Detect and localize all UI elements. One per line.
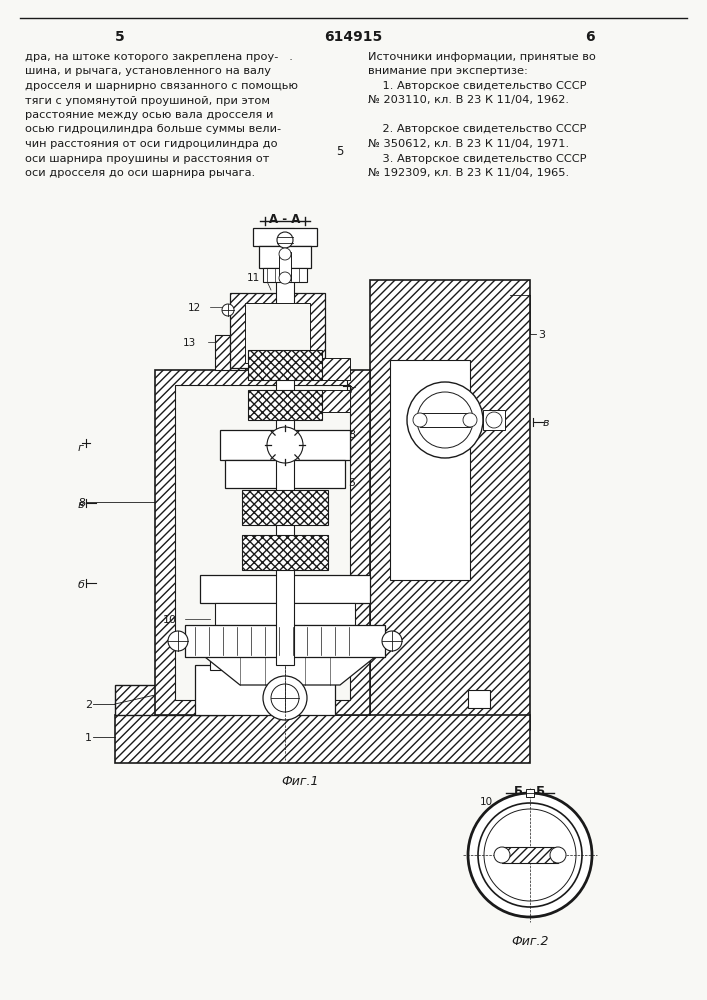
Bar (248, 350, 322, 380)
Text: шина, и рычага, установленного на валу: шина, и рычага, установленного на валу (25, 66, 271, 77)
Bar (195, 665, 335, 715)
Text: 1: 1 (85, 733, 92, 743)
Bar (526, 789, 534, 797)
Bar (175, 385, 350, 700)
Text: 13: 13 (183, 338, 197, 348)
Text: 12: 12 (188, 303, 201, 313)
Bar (279, 252, 291, 280)
Bar (420, 413, 470, 427)
Circle shape (417, 392, 473, 448)
Bar (230, 293, 325, 368)
Text: дросселя и шарнирно связанного с помощью: дросселя и шарнирно связанного с помощью (25, 81, 298, 91)
Polygon shape (205, 657, 375, 685)
Bar (502, 847, 558, 863)
Text: 5: 5 (348, 478, 355, 488)
Text: б: б (78, 580, 85, 590)
Bar (259, 246, 311, 268)
Text: Фиг.1: Фиг.1 (281, 775, 319, 788)
Circle shape (484, 809, 576, 901)
Text: 3. Авторское свидетельство СССР: 3. Авторское свидетельство СССР (368, 153, 587, 163)
Text: № 192309, кл. В 23 К 11/04, 1965.: № 192309, кл. В 23 К 11/04, 1965. (368, 168, 569, 178)
Text: чин расстояния от оси гидроцилиндра до: чин расстояния от оси гидроцилиндра до (25, 139, 278, 149)
Text: б: б (345, 580, 352, 590)
Bar (253, 228, 317, 246)
Text: 2: 2 (85, 700, 92, 710)
Circle shape (468, 793, 592, 917)
Bar (242, 535, 328, 570)
Text: Фиг.2: Фиг.2 (511, 935, 549, 948)
Text: осью гидроцилиндра больше суммы вели-: осью гидроцилиндра больше суммы вели- (25, 124, 281, 134)
Text: А - А: А - А (269, 213, 300, 226)
Text: 8: 8 (348, 430, 355, 440)
Text: 614915: 614915 (324, 30, 382, 44)
Circle shape (279, 248, 291, 260)
Text: 1. Авторское свидетельство СССР: 1. Авторское свидетельство СССР (368, 81, 587, 91)
Text: Б - Б: Б - Б (515, 785, 546, 798)
Bar (390, 360, 470, 580)
Text: оси шарнира проушины и расстояния от: оси шарнира проушины и расстояния от (25, 153, 269, 163)
Text: 6: 6 (585, 30, 595, 44)
Bar (210, 655, 320, 670)
Text: 10: 10 (480, 797, 493, 807)
Text: внимание при экспертизе:: внимание при экспертизе: (368, 66, 528, 77)
Circle shape (222, 304, 234, 316)
Text: 11: 11 (247, 273, 260, 283)
Text: в: в (543, 418, 549, 428)
Bar (115, 715, 530, 763)
Text: г: г (78, 443, 84, 453)
Text: Источники информации, принятые во: Источники информации, принятые во (368, 52, 596, 62)
Bar (115, 685, 225, 715)
Circle shape (478, 803, 582, 907)
Circle shape (407, 382, 483, 458)
Circle shape (263, 676, 307, 720)
Circle shape (277, 232, 293, 248)
Bar (200, 575, 370, 603)
Bar (220, 430, 350, 460)
Bar (320, 390, 350, 412)
Circle shape (494, 847, 510, 863)
Text: № 203110, кл. В 23 К 11/04, 1962.: № 203110, кл. В 23 К 11/04, 1962. (368, 96, 569, 105)
Bar (225, 460, 345, 488)
Text: 8: 8 (78, 498, 85, 508)
Circle shape (279, 272, 291, 284)
Text: расстояние между осью вала дросселя и: расстояние между осью вала дросселя и (25, 110, 274, 120)
Bar (370, 280, 530, 730)
Bar (185, 625, 385, 657)
Text: 5: 5 (337, 145, 344, 158)
Text: тяги с упомянутой проушиной, при этом: тяги с упомянутой проушиной, при этом (25, 96, 270, 105)
Bar (242, 490, 328, 525)
Circle shape (271, 684, 299, 712)
Circle shape (413, 413, 427, 427)
Text: 5: 5 (115, 30, 125, 44)
Circle shape (168, 631, 188, 651)
Bar (215, 335, 245, 370)
Text: г: г (350, 385, 356, 395)
Bar (483, 410, 505, 430)
Text: 10: 10 (163, 615, 177, 625)
Bar (263, 268, 307, 282)
Bar (215, 603, 355, 625)
Bar (248, 390, 322, 420)
Bar (320, 358, 350, 380)
Circle shape (463, 413, 477, 427)
Circle shape (267, 427, 303, 463)
Bar (155, 370, 370, 715)
Bar (245, 303, 310, 363)
Text: 3: 3 (538, 330, 545, 340)
Circle shape (382, 631, 402, 651)
Bar (468, 690, 490, 708)
Text: оси дросселя до оси шарнира рычага.: оси дросселя до оси шарнира рычага. (25, 168, 255, 178)
Text: дра, на штоке которого закреплена проу-   .: дра, на штоке которого закреплена проу- … (25, 52, 293, 62)
Text: № 350612, кл. В 23 К 11/04, 1971.: № 350612, кл. В 23 К 11/04, 1971. (368, 139, 569, 149)
Circle shape (550, 847, 566, 863)
Circle shape (486, 412, 502, 428)
Text: 2. Авторское свидетельство СССР: 2. Авторское свидетельство СССР (368, 124, 586, 134)
Text: в: в (78, 500, 85, 510)
Bar (276, 228, 294, 665)
